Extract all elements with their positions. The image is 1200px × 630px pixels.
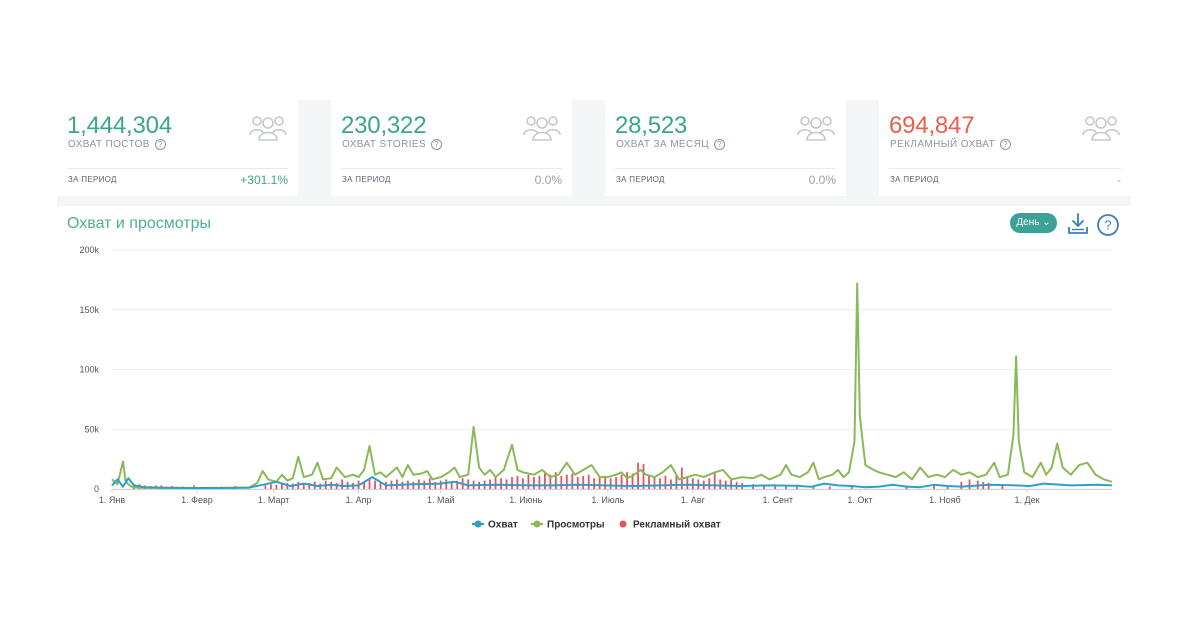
- stat-value: 1,444,304: [67, 112, 172, 139]
- stat-card-monthly-reach: 28,523 ОХВАТ ЗА МЕСЯЦ? ЗА ПЕРИОД 0.0%: [605, 100, 846, 196]
- stat-card-posts-reach: 1,444,304 ОХВАТ ПОСТОВ? ЗА ПЕРИОД +301.1…: [57, 100, 298, 196]
- stat-label: ОХВАТ STORIES?: [342, 139, 443, 150]
- help-icon[interactable]: ?: [1000, 139, 1012, 150]
- svg-text:?: ?: [1104, 218, 1111, 233]
- chart-title: Охват и просмотры: [67, 215, 212, 232]
- period-label: ЗА ПЕРИОД: [342, 175, 391, 184]
- period-change: 0.0%: [534, 173, 562, 187]
- download-icon[interactable]: [1067, 212, 1089, 236]
- period-label: ЗА ПЕРИОД: [890, 175, 939, 184]
- divider: [615, 168, 836, 169]
- divider: [341, 168, 562, 169]
- chevron-down-icon: ⌄: [1042, 217, 1051, 228]
- period-change: -: [1117, 173, 1121, 187]
- people-icon: [1082, 116, 1120, 141]
- help-icon[interactable]: ?: [431, 139, 443, 150]
- period-change: +301.1%: [240, 173, 288, 187]
- stat-label: РЕКЛАМНЫЙ ОХВАТ?: [890, 139, 1012, 150]
- divider: [67, 168, 288, 169]
- stat-value: 230,322: [341, 112, 427, 139]
- period-select-button[interactable]: День ⌄: [1010, 213, 1057, 233]
- stat-label: ОХВАТ ЗА МЕСЯЦ?: [616, 139, 726, 150]
- period-select-label: День: [1016, 217, 1040, 228]
- stat-label: ОХВАТ ПОСТОВ?: [68, 139, 166, 150]
- stat-card-stories-reach: 230,322 ОХВАТ STORIES? ЗА ПЕРИОД 0.0%: [331, 100, 572, 196]
- period-label: ЗА ПЕРИОД: [68, 175, 117, 184]
- period-label: ЗА ПЕРИОД: [616, 175, 665, 184]
- help-circle-icon[interactable]: ?: [1096, 213, 1120, 237]
- stat-value: 28,523: [615, 112, 688, 139]
- people-icon: [797, 116, 835, 141]
- chart-card: [57, 206, 1131, 540]
- divider: [889, 168, 1121, 169]
- help-icon[interactable]: ?: [714, 139, 726, 150]
- help-icon[interactable]: ?: [154, 139, 166, 150]
- period-change: 0.0%: [808, 173, 836, 187]
- people-icon: [523, 116, 561, 141]
- stat-value: 694,847: [889, 112, 975, 139]
- stat-card-ad-reach: 694,847 РЕКЛАМНЫЙ ОХВАТ? ЗА ПЕРИОД -: [879, 100, 1131, 196]
- people-icon: [249, 116, 287, 141]
